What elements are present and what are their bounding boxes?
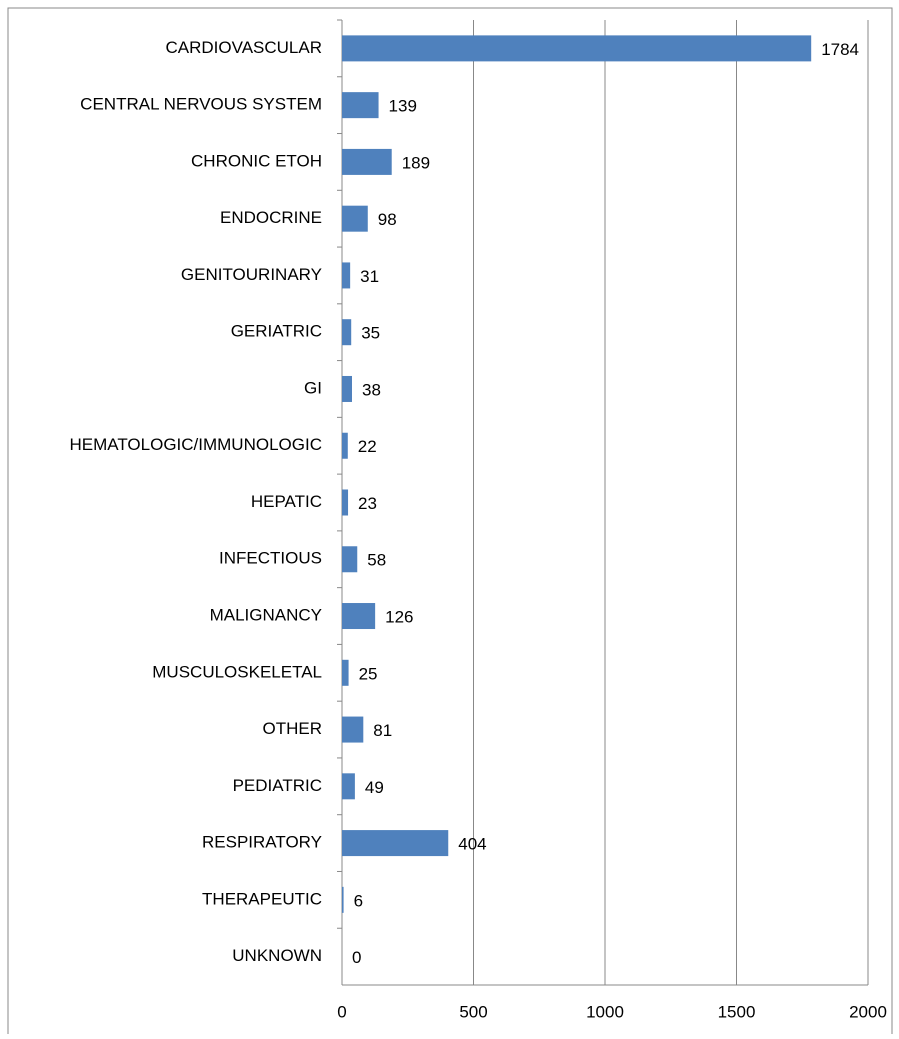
data-label: 189 (402, 153, 430, 172)
data-label: 404 (458, 835, 486, 854)
bar (342, 375, 352, 402)
x-tick-label: 2000 (849, 1002, 887, 1021)
y-tick-label: GENITOURINARY (181, 265, 322, 284)
data-label: 81 (373, 721, 392, 740)
data-label: 126 (385, 608, 413, 627)
data-label: 49 (365, 778, 384, 797)
bar (342, 546, 358, 573)
y-tick-label: ENDOCRINE (220, 208, 322, 227)
data-label: 139 (389, 97, 417, 116)
data-label: 0 (352, 948, 361, 967)
y-tick-label: HEPATIC (251, 492, 322, 511)
data-label: 58 (367, 551, 386, 570)
bar (342, 148, 392, 175)
bar (342, 716, 364, 743)
x-tick-label: 500 (459, 1002, 487, 1021)
chart-border (7, 7, 893, 1039)
y-tick-label: PEDIATRIC (233, 776, 322, 795)
y-tick-label: GI (304, 378, 322, 397)
bar (342, 432, 348, 459)
x-tick-label: 0 (337, 1002, 346, 1021)
bar (342, 830, 449, 857)
data-label: 98 (378, 210, 397, 229)
bar (342, 603, 376, 630)
data-label: 25 (359, 664, 378, 683)
y-tick-label: GERIATRIC (231, 322, 322, 341)
y-tick-label: UNKNOWN (232, 946, 322, 965)
y-tick-label: MUSCULOSKELETAL (152, 662, 322, 681)
y-tick-label: CENTRAL NERVOUS SYSTEM (80, 95, 322, 114)
x-tick-label: 1500 (718, 1002, 756, 1021)
bar (342, 319, 352, 346)
bar (342, 205, 368, 232)
y-tick-label: RESPIRATORY (202, 833, 322, 852)
x-tick-label: 1000 (586, 1002, 624, 1021)
data-label: 23 (358, 494, 377, 513)
y-tick-label: CARDIOVASCULAR (166, 38, 323, 57)
bar (342, 773, 355, 800)
bar (342, 489, 349, 516)
data-label: 38 (362, 380, 381, 399)
bar (342, 262, 351, 289)
y-tick-label: MALIGNANCY (210, 606, 322, 625)
data-label: 35 (361, 324, 380, 343)
data-label: 31 (360, 267, 379, 286)
data-label: 6 (354, 891, 363, 910)
y-tick-label: CHRONIC ETOH (191, 151, 322, 170)
data-label: 22 (358, 437, 377, 456)
y-tick-label: INFECTIOUS (219, 549, 322, 568)
y-tick-label: THERAPEUTIC (202, 889, 322, 908)
bar (342, 659, 349, 686)
y-tick-label: OTHER (263, 719, 323, 738)
bar (342, 35, 812, 62)
y-tick-label: HEMATOLOGIC/IMMUNOLOGIC (69, 435, 322, 454)
data-label: 1784 (821, 40, 859, 59)
bar (342, 92, 379, 119)
bar (342, 886, 344, 913)
